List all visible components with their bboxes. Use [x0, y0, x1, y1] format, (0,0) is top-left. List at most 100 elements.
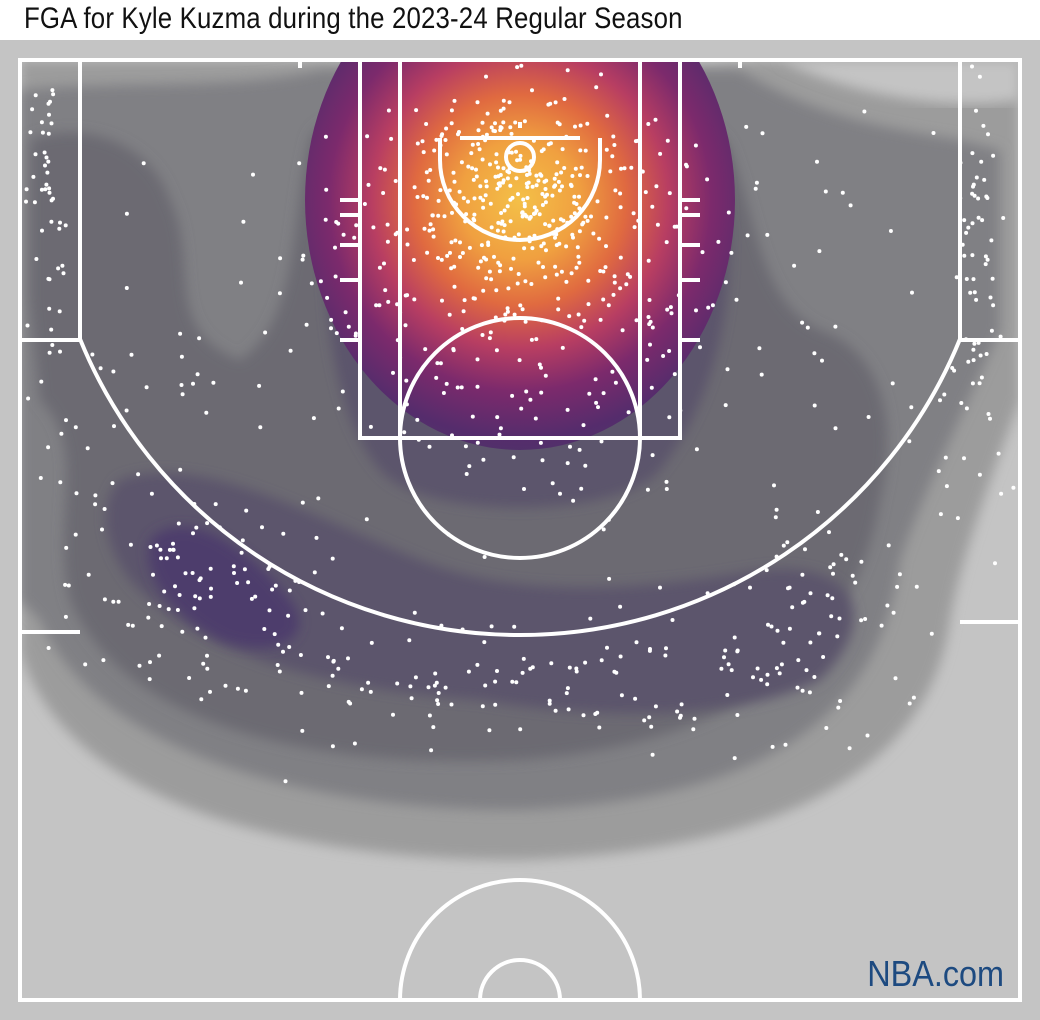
shot-marker	[395, 681, 400, 686]
shot-marker	[460, 251, 465, 255]
shot-marker	[781, 543, 786, 548]
shot-marker	[572, 211, 577, 216]
shot-marker	[415, 141, 420, 146]
shot-marker	[554, 272, 559, 277]
shot-marker	[693, 143, 698, 148]
shot-marker	[414, 108, 419, 113]
shot-marker	[24, 199, 28, 204]
shot-marker	[985, 257, 990, 262]
density-contours	[20, 60, 1020, 860]
shot-marker	[510, 195, 515, 200]
shot-marker	[543, 275, 548, 280]
shot-marker	[43, 163, 47, 168]
shot-marker	[514, 149, 518, 154]
shot-marker	[102, 597, 107, 602]
shot-marker	[597, 236, 602, 241]
shot-marker	[950, 366, 955, 370]
shot-marker	[333, 245, 337, 250]
shot-marker	[634, 640, 639, 645]
shot-marker	[386, 108, 391, 113]
shot-marker	[445, 253, 450, 258]
shot-marker	[817, 249, 822, 254]
shot-marker	[405, 242, 410, 247]
shot-marker	[800, 572, 805, 577]
shot-marker	[403, 323, 408, 328]
shot-marker	[431, 725, 436, 730]
shot-marker	[444, 381, 449, 386]
shot-marker	[999, 491, 1004, 496]
shot-marker	[825, 593, 830, 598]
shot-marker	[179, 383, 184, 387]
shot-marker	[672, 372, 677, 377]
shot-marker	[970, 151, 975, 156]
shot-marker	[530, 88, 534, 93]
shot-marker	[171, 541, 175, 546]
shot-marker	[888, 229, 893, 233]
shot-marker	[199, 697, 204, 702]
shot-marker	[287, 645, 292, 649]
shot-marker	[550, 193, 555, 198]
shot-marker	[534, 208, 539, 213]
shot-marker	[90, 352, 95, 357]
shot-marker	[862, 109, 867, 114]
shot-marker	[543, 187, 548, 191]
shot-marker	[40, 228, 44, 233]
shot-marker	[650, 204, 655, 209]
shot-marker	[562, 166, 567, 170]
shot-marker	[175, 608, 180, 612]
shot-marker	[180, 629, 185, 634]
shot-marker	[366, 182, 371, 187]
shot-marker	[382, 167, 387, 172]
shot-marker	[511, 256, 516, 261]
shot-marker	[549, 661, 554, 666]
shot-marker	[574, 202, 579, 206]
shot-marker	[971, 277, 976, 282]
shot-marker	[58, 220, 62, 225]
shot-marker	[893, 676, 898, 681]
shot-marker	[719, 666, 724, 671]
shot-marker	[522, 246, 527, 251]
shot-marker	[634, 318, 639, 323]
shot-marker	[971, 182, 976, 187]
shot-marker	[49, 121, 54, 126]
shot-marker	[193, 594, 198, 599]
shot-marker	[514, 680, 519, 685]
shot-marker	[700, 250, 705, 255]
shot-marker	[352, 235, 357, 240]
shot-marker	[553, 264, 558, 269]
shot-marker	[522, 119, 527, 124]
shot-marker	[526, 180, 531, 185]
shot-marker	[665, 307, 670, 312]
shot-marker	[859, 559, 864, 564]
shot-marker	[512, 624, 517, 629]
shot-marker	[47, 112, 51, 117]
shot-marker	[672, 224, 677, 229]
shot-marker	[525, 196, 530, 200]
shot-marker	[301, 253, 306, 258]
shot-marker	[800, 688, 805, 693]
shot-marker	[162, 589, 167, 594]
shot-marker	[970, 64, 974, 69]
shot-marker	[770, 744, 775, 749]
shot-marker	[433, 671, 438, 676]
shot-marker	[425, 195, 429, 200]
shot-marker	[137, 663, 142, 668]
shot-marker	[536, 178, 541, 183]
shot-marker	[463, 444, 468, 449]
shot-marker	[980, 218, 985, 223]
shot-marker	[658, 151, 663, 156]
shot-marker	[954, 275, 959, 280]
shot-marker	[508, 125, 513, 130]
shot-marker	[74, 491, 79, 496]
shot-marker	[897, 572, 902, 577]
shot-marker	[451, 347, 456, 351]
shot-marker	[585, 121, 590, 126]
shot-marker	[966, 225, 971, 230]
shot-marker	[505, 306, 510, 311]
shot-marker	[501, 166, 506, 171]
shot-marker	[501, 120, 506, 125]
shot-marker	[812, 675, 817, 679]
shot-marker	[984, 352, 989, 356]
shot-marker	[425, 250, 430, 255]
shot-marker	[476, 265, 481, 270]
